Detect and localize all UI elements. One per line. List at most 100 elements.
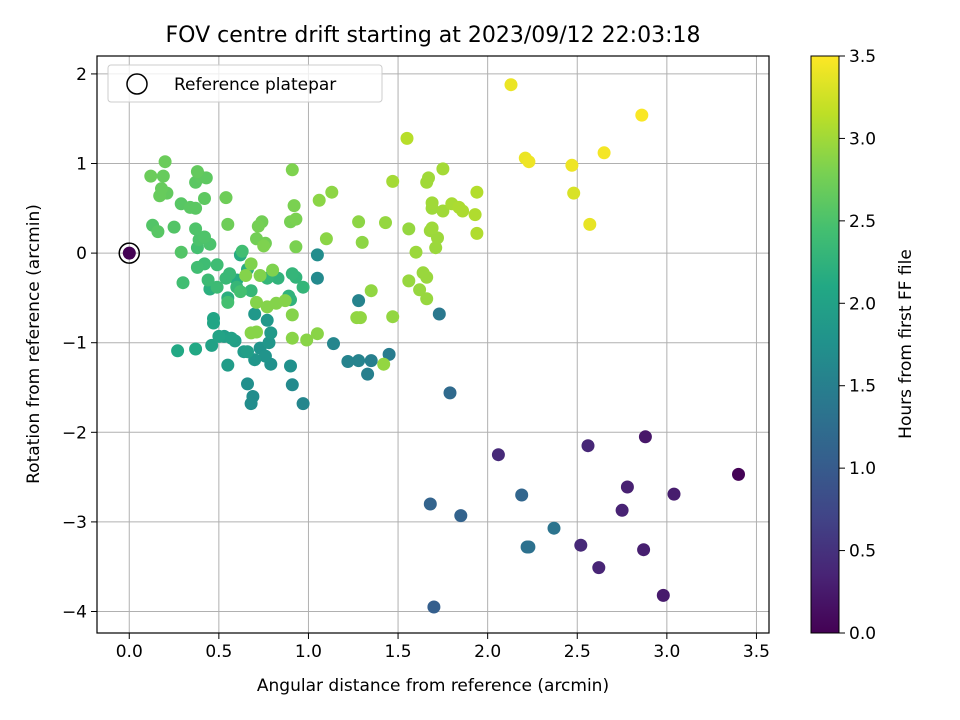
data-point	[190, 165, 204, 179]
colorbar-ticks: 0.0 0.5 1.0 1.5 2.0 2.5 3.0 3.5	[839, 47, 876, 644]
data-point	[210, 280, 224, 294]
data-point	[285, 267, 299, 281]
data-point	[296, 280, 310, 294]
data-point	[567, 186, 581, 200]
data-point	[470, 226, 484, 240]
data-point	[260, 313, 274, 327]
data-point	[253, 269, 267, 282]
data-point	[432, 307, 446, 321]
data-point	[244, 397, 258, 411]
data-point	[597, 146, 611, 160]
x-tick-label: 3.0	[653, 642, 680, 662]
data-point	[219, 191, 233, 205]
data-point	[244, 284, 258, 298]
data-point	[491, 448, 505, 462]
data-point	[285, 163, 299, 177]
reference-platepar-marker	[118, 242, 141, 264]
data-point	[207, 312, 220, 325]
data-point	[413, 283, 427, 297]
data-point	[233, 285, 247, 299]
data-point	[250, 325, 263, 339]
data-point	[637, 543, 651, 557]
data-point	[427, 600, 441, 614]
data-point	[171, 344, 185, 358]
data-point	[198, 192, 211, 205]
x-tick-label: 1.0	[295, 642, 322, 662]
data-point	[176, 276, 190, 290]
data-point	[189, 201, 203, 215]
data-point	[423, 497, 437, 511]
data-point	[420, 292, 434, 306]
x-tick-label: 0.0	[116, 642, 143, 662]
data-point	[638, 430, 652, 444]
data-point	[287, 199, 301, 213]
data-point	[547, 521, 561, 535]
y-tick-label: −3	[62, 513, 87, 533]
colorbar-tick-label: 1.5	[849, 377, 876, 397]
data-point	[319, 232, 333, 246]
data-point	[352, 215, 366, 229]
data-point	[212, 329, 226, 343]
y-axis-label: Rotation from reference (arcmin)	[24, 204, 44, 484]
data-point	[221, 358, 235, 372]
legend-box	[107, 64, 383, 103]
data-point	[258, 349, 272, 363]
data-point	[262, 336, 276, 350]
colorbar-label: Hours from first FF file	[896, 249, 916, 439]
x-tick-label: 3.5	[743, 642, 770, 662]
data-point	[353, 311, 367, 325]
data-point	[361, 367, 375, 381]
data-point	[635, 108, 649, 122]
data-point	[656, 588, 670, 602]
data-point	[310, 248, 324, 262]
data-point	[189, 222, 203, 236]
colorbar-gradient	[810, 55, 840, 634]
data-point	[151, 225, 165, 239]
data-point	[144, 169, 158, 183]
data-point	[732, 467, 745, 481]
data-point	[241, 345, 254, 359]
data-point	[456, 204, 470, 218]
data-point	[221, 295, 235, 309]
x-tick-label: 2.5	[564, 642, 591, 662]
data-point	[201, 273, 215, 287]
data-point	[416, 266, 430, 280]
legend: Reference platepar	[107, 64, 383, 103]
data-point	[264, 326, 278, 340]
data-point	[241, 377, 254, 391]
data-point	[248, 307, 262, 321]
data-point	[285, 378, 299, 392]
data-point	[522, 540, 536, 554]
data-point	[386, 174, 400, 188]
colorbar-tick-label: 2.5	[849, 212, 876, 232]
data-point	[285, 331, 299, 345]
data-point	[210, 258, 224, 272]
colorbar: 0.0 0.5 1.0 1.5 2.0 2.5 3.0 3.5 Hours from firs…	[810, 47, 916, 644]
data-point	[300, 333, 314, 347]
data-point	[285, 308, 299, 322]
data-point	[223, 267, 237, 281]
legend-label: Reference platepar	[174, 75, 336, 95]
data-point	[402, 222, 416, 236]
y-tick-label: −2	[62, 423, 87, 443]
data-point	[250, 295, 263, 309]
y-axis-ticks: −4 −3 −2 −1 0 1 2	[62, 65, 97, 622]
data-point	[429, 241, 443, 255]
data-point	[377, 357, 391, 371]
colorbar-tick-label: 1.0	[849, 459, 876, 479]
y-tick-label: 2	[76, 65, 87, 85]
data-point	[310, 271, 324, 285]
data-point	[355, 235, 369, 249]
x-tick-label: 0.5	[205, 642, 232, 662]
data-point	[235, 244, 249, 258]
data-point	[515, 488, 529, 502]
data-point	[189, 342, 203, 356]
data-point	[443, 386, 457, 400]
data-point	[155, 182, 168, 196]
data-point	[454, 509, 468, 523]
data-point	[312, 193, 326, 207]
data-point	[244, 257, 258, 271]
data-point	[386, 310, 400, 324]
data-point	[382, 347, 396, 361]
